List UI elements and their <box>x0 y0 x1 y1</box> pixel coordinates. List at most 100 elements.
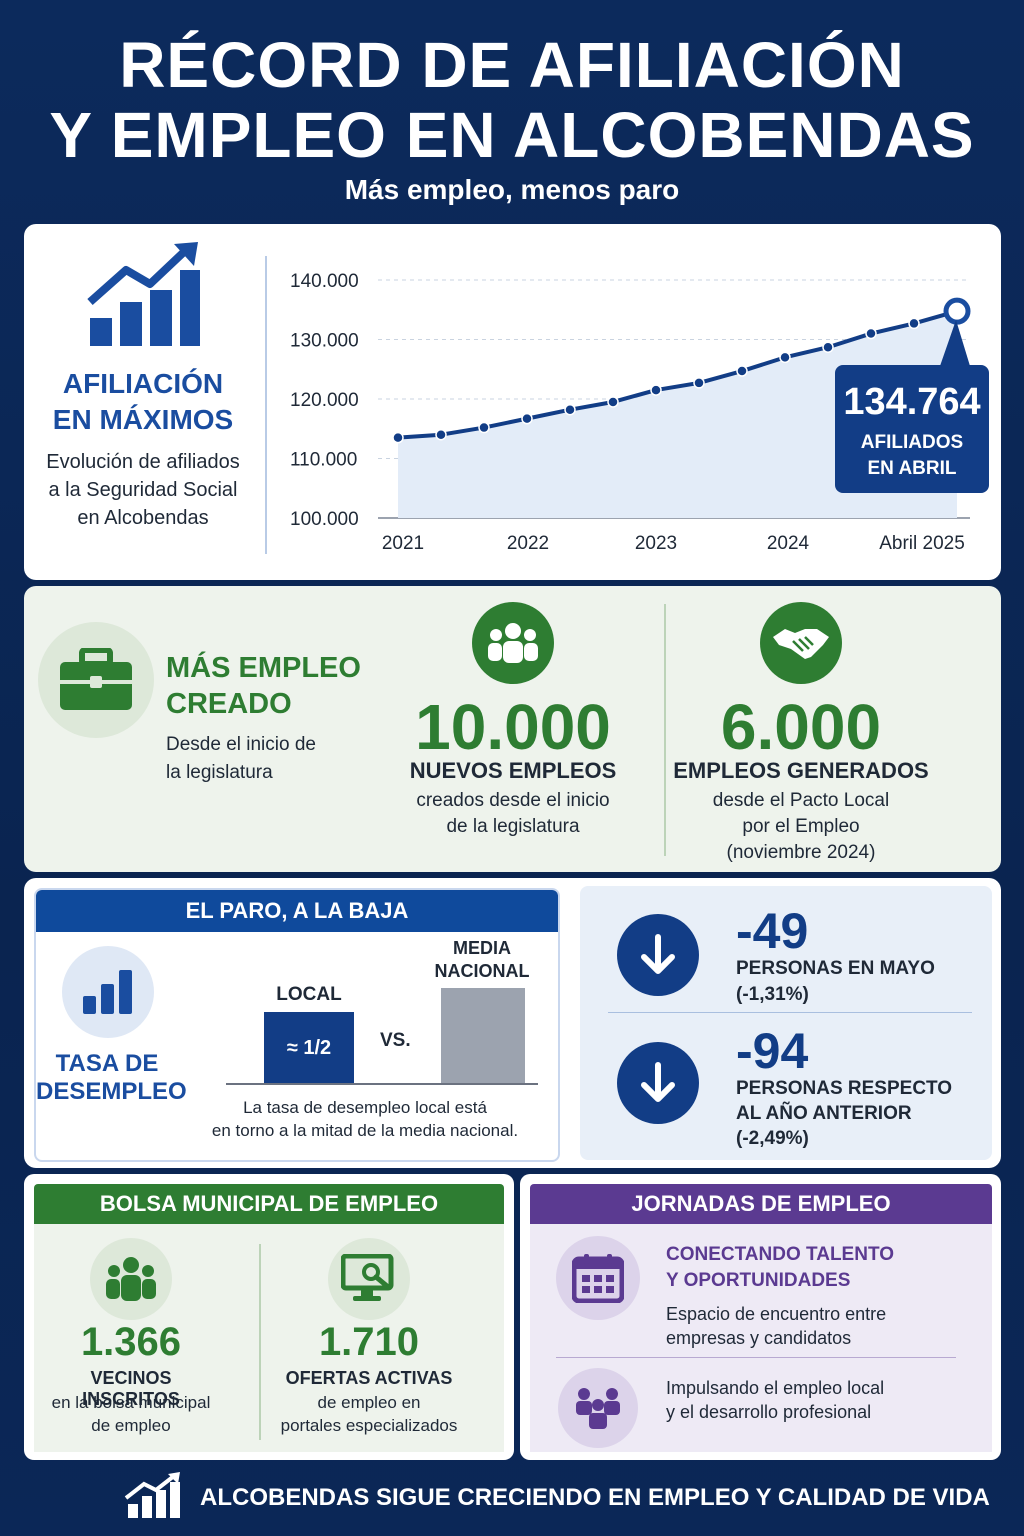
chart-point <box>478 421 490 434</box>
afiliacion-title-line2: EN MÁXIMOS <box>52 404 234 435</box>
bolsa-divider <box>259 1244 261 1440</box>
empleo-title-line1: MÁS EMPLEO <box>166 652 361 684</box>
jornadas-header: JORNADAS DE EMPLEO <box>530 1184 992 1224</box>
handshake-icon <box>760 602 842 684</box>
callout-value: 134.764 <box>843 381 981 423</box>
drop2-value: -94 <box>736 1023 809 1079</box>
vs-label: VS. <box>380 1030 411 1051</box>
callout-pointer <box>940 320 970 366</box>
chart-x-tick-label: 2023 <box>635 533 677 554</box>
afiliacion-chart: 140.000 130.000 120.000 110.000 100.000 2021… <box>290 271 971 554</box>
briefcase-icon <box>38 622 154 738</box>
chart-y-tick-label: 130.000 <box>290 331 359 352</box>
drops-divider <box>608 1012 972 1013</box>
callout-line2: EN ABRIL <box>867 458 957 479</box>
jornadas-desc1-line2: empresas y candidatos <box>666 1328 852 1348</box>
inscritos-caption: VECINOS INSCRITOS <box>82 1368 180 1409</box>
inscritos-sub2: de empleo <box>91 1416 171 1435</box>
footer-text: ALCOBENDAS SIGUE CRECIENDO EN EMPLEO Y C… <box>200 1484 990 1511</box>
paro-baseline <box>226 1083 538 1085</box>
afiliacion-title-line1: AFILIACIÓN <box>62 368 224 399</box>
callout-line1: AFILIADOS <box>860 432 964 453</box>
team-icon <box>558 1368 638 1448</box>
nacional-bar <box>441 988 525 1084</box>
arrow-down-icon <box>617 1042 699 1124</box>
chart-point <box>736 365 748 377</box>
empleos-generados-sub2: por el Empleo <box>742 816 860 837</box>
empleo-divider <box>664 604 666 856</box>
jornadas-desc2-line2: y el desarrollo profesional <box>666 1402 872 1422</box>
paro-header: EL PARO, A LA BAJA <box>36 890 558 932</box>
chart-point <box>521 412 533 425</box>
group-icon <box>472 602 554 684</box>
afiliacion-line <box>397 309 958 440</box>
ofertas-value: 1.710 <box>318 1320 420 1364</box>
chart-point <box>943 297 971 325</box>
chart-x-tick-label: 2021 <box>382 533 424 554</box>
chart-point <box>779 351 791 364</box>
chart-y-tick-label: 140.000 <box>290 271 359 292</box>
chart-point <box>865 327 877 340</box>
chart-x-tick-label: 2022 <box>507 533 549 554</box>
drop2-line2: AL AÑO ANTERIOR <box>736 1103 912 1124</box>
chart-y-tick-label: 100.000 <box>290 509 359 530</box>
local-bar: ≈ 1/2 <box>264 1012 354 1084</box>
bolsa-header: BOLSA MUNICIPAL DE EMPLEO <box>34 1184 504 1224</box>
tasa-label-line1: TASA DE <box>55 1050 159 1077</box>
afiliacion-desc-line2: a la Seguridad Social <box>48 479 238 501</box>
empleo-desc-line1: Desde el inicio de <box>166 734 316 755</box>
empleo-desc-line2: la legislatura <box>166 762 273 783</box>
people-icon <box>90 1238 172 1320</box>
page-title-line1: RÉCORD DE AFILIACIÓN <box>119 29 905 101</box>
empleos-generados-sub3: (noviembre 2024) <box>726 842 876 863</box>
jornadas-desc2-line1: Impulsando el empleo local <box>666 1378 885 1398</box>
afiliacion-desc-line1: Evolución de afiliados <box>46 451 240 473</box>
chart-y-tick-label: 120.000 <box>290 390 359 411</box>
ofertas-sub2: portales especializados <box>280 1416 458 1435</box>
arrow-down-icon <box>617 914 699 996</box>
nacional-label-line2: NACIONAL <box>434 961 530 981</box>
chart-x-tick-label: Abril 2025 <box>879 533 965 554</box>
growth-chart-icon <box>87 242 200 346</box>
chart-point <box>822 341 834 353</box>
drop2-line3: (-2,49%) <box>736 1128 809 1149</box>
nuevos-empleos-value: 10.000 <box>415 691 611 763</box>
nacional-label-line1: MEDIA <box>453 938 511 958</box>
nuevos-empleos-caption: NUEVOS EMPLEOS <box>409 758 617 783</box>
paro-note-line1: La tasa de desempleo local está <box>243 1098 487 1117</box>
empleo-title-line2: CREADO <box>166 688 292 720</box>
drop1-line1: PERSONAS EN MAYO <box>736 958 935 979</box>
afiliados-callout: 134.764 AFILIADOS EN ABRIL <box>835 365 989 493</box>
jornadas-title-line1: CONECTANDO TALENTO <box>666 1244 894 1265</box>
drop1-line2: (-1,31%) <box>736 984 809 1005</box>
drop1-value: -49 <box>736 903 809 959</box>
chart-point <box>650 384 662 396</box>
tasa-label-line2: DESEMPLEO <box>36 1078 187 1105</box>
page-title-line2: Y EMPLEO EN ALCOBENDAS <box>49 99 975 171</box>
calendar-icon <box>556 1236 640 1320</box>
chart-x-tick-label: 2024 <box>767 533 810 554</box>
jornadas-title-line2: Y OPORTUNIDADES <box>666 1270 851 1291</box>
empleos-generados-caption: EMPLEOS GENERADOS <box>673 758 929 783</box>
inscritos-value: 1.366 <box>80 1320 182 1364</box>
inscritos-sub1: en la bolsa municipal <box>51 1393 211 1412</box>
chart-point <box>435 428 447 441</box>
jornadas-desc1-line1: Espacio de encuentro entre <box>666 1304 887 1324</box>
chart-point <box>908 317 920 330</box>
growth-footer-icon <box>124 1472 180 1518</box>
chart-point <box>693 377 705 389</box>
drop2-line1: PERSONAS RESPECTO <box>736 1078 953 1099</box>
nuevos-empleos-sub1: creados desde el inicio <box>416 790 610 811</box>
chart-y-tick-label: 110.000 <box>290 450 357 471</box>
monitor-search-icon <box>328 1238 410 1320</box>
afiliacion-area <box>398 311 957 518</box>
bar-chart-icon <box>62 946 154 1038</box>
local-bar-value: ≈ 1/2 <box>286 1036 332 1059</box>
ofertas-caption: OFERTAS ACTIVAS <box>285 1368 453 1388</box>
empleos-generados-sub1: desde el Pacto Local <box>712 790 890 811</box>
page-subtitle: Más empleo, menos paro <box>344 174 680 205</box>
ofertas-sub1: de empleo en <box>317 1393 421 1412</box>
jornadas-divider <box>556 1357 956 1358</box>
chart-point <box>564 403 576 416</box>
local-label: LOCAL <box>276 984 342 1005</box>
